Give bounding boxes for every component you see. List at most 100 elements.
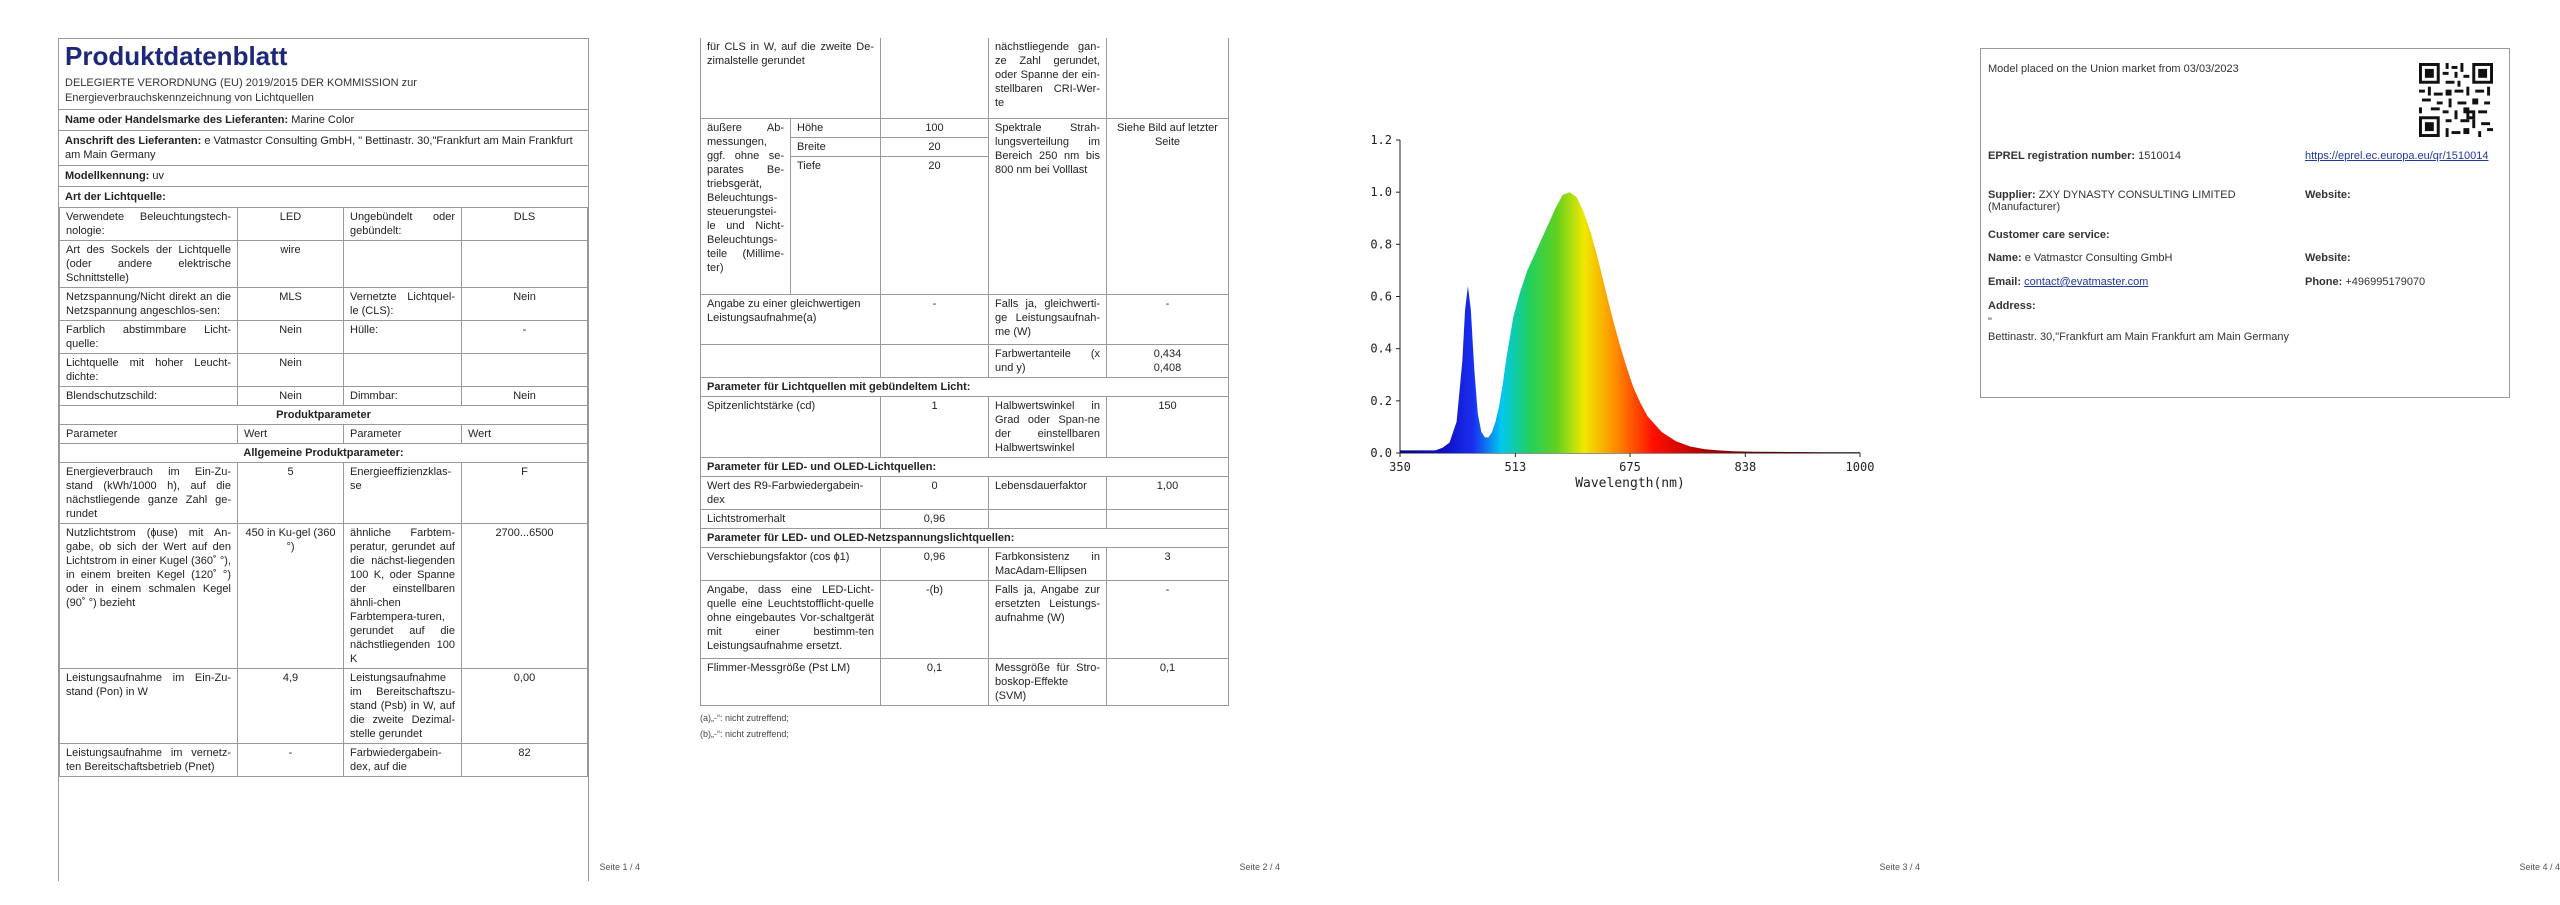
- name-value: e Vatmastcr Consulting GmbH: [2024, 252, 2173, 264]
- datasheet-box: Produktdatenblatt DELEGIERTE VERORDNUNG …: [58, 38, 589, 881]
- table-row: Energieverbrauch im Ein-Zu-stand (kWh/10…: [59, 462, 588, 524]
- parameter-cell: Hülle:: [343, 320, 462, 354]
- table-row: Netzspannung/Nicht direkt an die Netzspa…: [59, 287, 588, 321]
- parameter-cell: Verwendete Beleuchtungstech-nologie:: [59, 207, 238, 241]
- height-label: Höhe: [790, 117, 881, 138]
- regulation-subtitle: DELEGIERTE VERORDNUNG (EU) 2019/2015 DER…: [65, 77, 417, 104]
- spectrum-chart: 0.0 0.2 0.4 0.6 0.8 1.0 1.2 350 513 675 838 1000 Wa…: [1370, 133, 1875, 491]
- cls-standby-value: [880, 38, 989, 119]
- spectrum-area: [1400, 192, 1860, 453]
- displacement-factor-label: Verschiebungsfaktor (cos ɸ1): [700, 546, 881, 581]
- model-label: Modellkennung:: [65, 170, 150, 182]
- stroboscopic-label: Messgröße für Stro-boskop-Effekte (SVM): [988, 657, 1107, 706]
- page-1: Produktdatenblatt DELEGIERTE VERORDNUNG …: [40, 0, 660, 881]
- email-link[interactable]: contact@evatmaster.com: [2024, 276, 2149, 288]
- eprel-value: 1510014: [2138, 150, 2181, 162]
- supplier-label: Name oder Handelsmarke des Lieferanten:: [65, 114, 289, 126]
- website-label: Website:: [2305, 189, 2351, 201]
- value-cell: [461, 240, 588, 288]
- value-cell: -: [237, 743, 344, 777]
- y-tick-label: 0.6: [1370, 290, 1392, 304]
- type-label: Art der Lichtquelle:: [65, 191, 166, 203]
- table-row: Leistungsaufnahme im Ein-Zu-stand (Pon) …: [59, 668, 588, 744]
- page-3: 0.0 0.2 0.4 0.6 0.8 1.0 1.2 350 513 675 838 1000 Wa…: [1320, 0, 1940, 880]
- equivalent-power-w-value: -: [1106, 293, 1229, 345]
- beam-angle-label: Halbwertswinkel in Grad oder Span-ne der…: [988, 395, 1107, 458]
- value-cell: [461, 353, 588, 387]
- table-row: Nutzlichtstrom (ɸuse) mit An-gabe, ob si…: [59, 523, 588, 669]
- directional-heading: Parameter für Lichtquellen mit gebündelt…: [700, 376, 1229, 397]
- address-label: Address:: [1988, 300, 2036, 312]
- header-value: Wert: [237, 424, 344, 444]
- chromaticity-y: 0,408: [1153, 361, 1182, 374]
- y-tick-label: 1.0: [1370, 185, 1392, 199]
- table-row: Art des Sockels der Lichtquelle (oder an…: [59, 240, 588, 288]
- equivalent-power-w-label: Falls ja, gleichwerti-ge Leistungsaufnah…: [988, 293, 1107, 345]
- name-row: Name: e Vatmastcr Consulting GmbH: [1988, 252, 2172, 264]
- y-tick-label: 0.8: [1370, 237, 1392, 251]
- empty-cell: [988, 508, 1107, 529]
- r9-value: 0: [880, 475, 989, 510]
- replaced-power-value: -: [1106, 579, 1229, 659]
- footnotes: (a)„-“: nicht zutreffend; (b)„-“: nicht …: [700, 710, 1229, 742]
- parameter-cell: Farbwiedergabein-dex, auf die: [343, 743, 462, 777]
- parameter-cell: Art des Sockels der Lichtquelle (oder an…: [59, 240, 238, 288]
- equivalent-power-label: Angabe zu einer gleichwertigen Leistungs…: [700, 293, 881, 345]
- color-consistency-label: Farbkonsistenz in MacAdam-Ellipsen: [988, 546, 1107, 581]
- width-value: 20: [880, 136, 989, 157]
- eprel-row: EPREL registration number: 1510014: [1988, 150, 2181, 162]
- value-cell: 4,9: [237, 668, 344, 744]
- product-params-heading: Produktparameter: [59, 405, 588, 425]
- x-tick-label: 1000: [1846, 460, 1875, 474]
- model-row: Modellkennung: uv: [59, 165, 588, 186]
- chromaticity-values: 0,434 0,408: [1106, 343, 1229, 378]
- peak-intensity-value: 1: [880, 395, 989, 458]
- stroboscopic-value: 0,1: [1106, 657, 1229, 706]
- general-params-heading: Allgemeine Produktparameter:: [59, 443, 588, 463]
- email-label: Email:: [1988, 276, 2022, 288]
- value-cell: Nein: [237, 386, 344, 406]
- equivalent-power-value: -: [880, 293, 989, 345]
- value-cell: LED: [237, 207, 344, 241]
- parameter-table: Verwendete Beleuchtungstech-nologie: LED U…: [59, 207, 588, 777]
- parameter-cell: Vernetzte Lichtquel-le (CLS):: [343, 287, 462, 321]
- page-number: Seite 1 / 4: [599, 862, 640, 872]
- depth-value: 20: [880, 155, 989, 295]
- value-cell: Nein: [237, 353, 344, 387]
- empty-cell: [1106, 508, 1229, 529]
- parameter-cell: Farblich abstimmbare Licht-quelle:: [59, 320, 238, 354]
- value-cell: 82: [461, 743, 588, 777]
- parameter-cell: Netzspannung/Nicht direkt an die Netzspa…: [59, 287, 238, 321]
- spectral-label: Spektrale Strah-lungsverteilung im Berei…: [988, 117, 1107, 295]
- supplier-row: Supplier: ZXY DYNASTY CONSULTING LIMITED…: [1988, 189, 2298, 213]
- parameter-cell: Energieverbrauch im Ein-Zu-stand (kWh/10…: [59, 462, 238, 524]
- eprel-link[interactable]: https://eprel.ec.europa.eu/qr/1510014: [2305, 150, 2489, 162]
- replaced-power-label: Falls ja, Angabe zur ersetzten Leistungs…: [988, 579, 1107, 659]
- survival-factor-label: Lebensdauerfaktor: [988, 475, 1107, 510]
- parameter-cell: [343, 240, 462, 288]
- phone-row: Phone: +496995179070: [2305, 276, 2425, 288]
- spectral-value: Siehe Bild auf letzter Seite: [1106, 117, 1229, 295]
- parameter-cell: Blendschutzschild:: [59, 386, 238, 406]
- phone-label: Phone:: [2305, 276, 2343, 288]
- lumen-maintenance-value: 0,96: [880, 508, 989, 529]
- page-2: für CLS in W, auf die zweite De-zimalste…: [680, 0, 1300, 880]
- parameter-table-continued: für CLS in W, auf die zweite De-zimalste…: [700, 38, 1229, 706]
- phone-value: +496995179070: [2345, 276, 2426, 288]
- type-row: Art der Lichtquelle:: [59, 186, 588, 208]
- page-4: Model placed on the Union market from 03…: [1960, 0, 2560, 880]
- address-value: e Vatmastcr Consulting GmbH, " Bettinast…: [65, 135, 573, 161]
- dimensions-label: äußere Ab-messungen, ggf. ohne se-parate…: [700, 117, 791, 295]
- x-tick-label: 350: [1389, 460, 1411, 474]
- parameter-cell: Dimmbar:: [343, 386, 462, 406]
- table-row: Farblich abstimmbare Licht-quelle: Nein Hü…: [59, 320, 588, 354]
- header-value: Wert: [461, 424, 588, 444]
- flicker-value: 0,1: [880, 657, 989, 706]
- x-axis-label: Wavelength(nm): [1575, 476, 1685, 491]
- table-row: Leistungsaufnahme im vernetz-ten Bereits…: [59, 743, 588, 777]
- parameter-cell: Energieeffizienzklas-se: [343, 462, 462, 524]
- page-number: Seite 4 / 4: [2519, 862, 2560, 872]
- width-label: Breite: [790, 136, 881, 157]
- empty-cell: [700, 343, 881, 378]
- x-tick-label: 675: [1619, 460, 1641, 474]
